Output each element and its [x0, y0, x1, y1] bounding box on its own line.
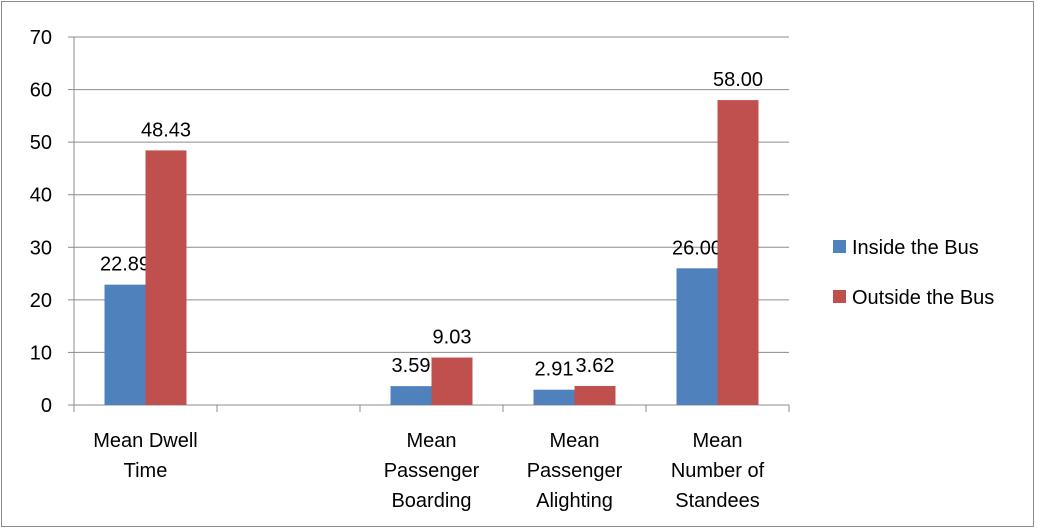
bar-series1-cat4[interactable] — [533, 389, 575, 405]
bar-series1-cat3[interactable] — [390, 386, 432, 405]
legend-label-series1: Inside the Bus — [852, 237, 979, 259]
x-tick-label-cat4-line1: Mean — [549, 430, 599, 452]
data-label-series1-cat5: 26.00 — [672, 237, 722, 259]
y-tick-label-40: 40 — [30, 185, 52, 207]
bar-series2-cat4[interactable] — [574, 385, 616, 405]
bar-series2-cat5[interactable] — [717, 100, 759, 405]
legend-swatch-series1 — [833, 240, 846, 253]
x-tick-label-cat4-line2: Passenger — [527, 460, 623, 482]
x-tick-label-cat5-line3: Standees — [675, 490, 760, 512]
bar-series1-cat5[interactable] — [676, 268, 718, 405]
data-label-series2-cat3: 9.03 — [433, 327, 472, 349]
y-tick-label-20: 20 — [30, 290, 52, 312]
y-tick-label-60: 60 — [30, 80, 52, 102]
x-tick-label-cat5-line2: Number of — [671, 460, 765, 482]
data-label-series1-cat1: 22.89 — [100, 254, 150, 276]
bar-series1-cat1[interactable] — [104, 284, 146, 405]
x-tick-label-cat3-line1: Mean — [406, 430, 456, 452]
data-label-series1-cat4: 2.91 — [535, 359, 574, 381]
bar-series2-cat1[interactable] — [145, 150, 187, 405]
x-tick-label-cat3-line3: Boarding — [391, 490, 471, 512]
y-tick-label-30: 30 — [30, 237, 52, 259]
y-tick-label-50: 50 — [30, 132, 52, 154]
legend-swatch-series2 — [833, 290, 846, 303]
data-label-series2-cat5: 58.00 — [713, 69, 763, 91]
data-label-series2-cat4: 3.62 — [576, 355, 615, 377]
x-tick-label-cat5-line1: Mean — [692, 430, 742, 452]
y-tick-label-10: 10 — [30, 342, 52, 364]
x-tick-label-cat1-line2: Time — [124, 460, 168, 482]
y-tick-label-70: 70 — [30, 27, 52, 49]
legend-label-series2: Outside the Bus — [852, 287, 994, 309]
data-label-series2-cat1: 48.43 — [141, 119, 191, 141]
x-tick-label-cat4-line3: Alighting — [536, 490, 613, 512]
x-tick-label-cat3-line2: Passenger — [384, 460, 480, 482]
data-label-series1-cat3: 3.59 — [392, 355, 431, 377]
x-tick-label-cat1-line1: Mean Dwell — [93, 430, 197, 452]
bar-series2-cat3[interactable] — [431, 357, 473, 405]
y-tick-label-0: 0 — [41, 395, 52, 417]
